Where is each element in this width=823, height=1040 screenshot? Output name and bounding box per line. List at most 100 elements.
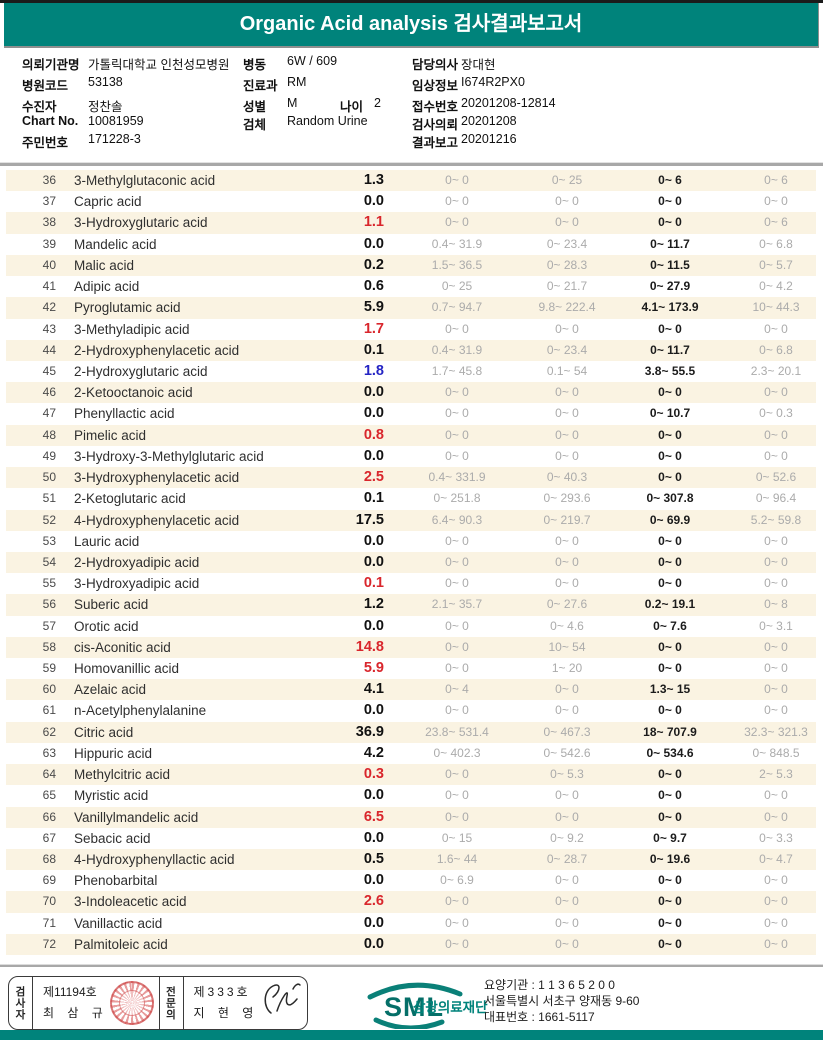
ref-range-4: 0~ 0.3 xyxy=(759,406,793,421)
result-value: 0.6 xyxy=(363,278,384,295)
table-row: 48 Pimelic acid 0.8 0~ 0 0~ 0 0~ 0 0~ 0 xyxy=(6,424,816,446)
ref-range-3: 0~ 0 xyxy=(658,554,682,569)
ref-range-1: 1.6~ 44 xyxy=(436,852,478,866)
ref-range-2: 0~ 23.4 xyxy=(546,342,588,357)
ref-range-3: 0~ 534.6 xyxy=(646,745,694,760)
row-number: 51 xyxy=(42,491,56,506)
analyte-name: 3-Hydroxyphenylacetic acid xyxy=(74,470,240,486)
row-number: 41 xyxy=(42,279,56,294)
chart-no-label: Chart No. xyxy=(22,114,79,128)
ref-range-3: 0~ 0 xyxy=(658,470,682,485)
sex-label: 성별 xyxy=(241,96,267,115)
row-number: 39 xyxy=(42,236,56,251)
row-number: 69 xyxy=(42,873,56,888)
ref-range-4: 0~ 0 xyxy=(764,194,788,209)
ref-range-2: 0~ 0 xyxy=(555,533,579,548)
ref-range-4: 0~ 0 xyxy=(764,873,788,888)
result-value: 0.0 xyxy=(363,787,384,804)
examiner-seal-stamp xyxy=(109,981,154,1025)
table-row: 46 2-Ketooctanoic acid 0.0 0~ 0 0~ 0 0~ … xyxy=(6,382,816,404)
table-row: 58 cis-Aconitic acid 14.8 0~ 0 10~ 54 0~… xyxy=(6,636,816,659)
ref-range-3: 0~ 6 xyxy=(658,173,682,187)
result-value: 0.0 xyxy=(363,405,384,422)
row-number: 40 xyxy=(42,257,56,272)
row-number: 58 xyxy=(42,639,56,654)
row-number: 56 xyxy=(42,597,56,612)
row-number: 37 xyxy=(42,194,56,209)
table-row: 66 Vanillylmandelic acid 6.5 0~ 0 0~ 0 0… xyxy=(6,806,816,828)
ref-range-2: 0~ 293.6 xyxy=(543,491,591,506)
ref-range-2: 0~ 0 xyxy=(555,215,579,230)
result-value: 17.5 xyxy=(355,511,384,528)
row-number: 42 xyxy=(42,300,56,315)
row-number: 38 xyxy=(42,215,56,230)
analyte-name: 2-Hydroxyglutaric acid xyxy=(74,363,208,379)
sex-value: M xyxy=(287,96,298,110)
table-row: 72 Palmitoleic acid 0.0 0~ 0 0~ 0 0~ 0 0… xyxy=(6,933,816,956)
hospital-code-label: 병원코드 xyxy=(22,79,69,93)
ref-range-3: 0~ 0 xyxy=(658,448,682,463)
ref-range-3: 0~ 0 xyxy=(658,533,682,548)
sml-org-name: 삼광의료재단 xyxy=(413,1000,488,1015)
row-number: 46 xyxy=(42,385,56,400)
row-number: 72 xyxy=(42,936,56,951)
ref-range-3: 0~ 307.8 xyxy=(646,491,694,506)
bottom-border-bar xyxy=(0,1030,823,1040)
ref-range-1: 0~ 4 xyxy=(445,682,469,697)
table-row: 52 4-Hydroxyphenylacetic acid 17.5 6.4~ … xyxy=(6,509,816,531)
ref-range-2: 0~ 5.3 xyxy=(550,767,584,782)
ward-value: 6W / 609 xyxy=(287,54,338,68)
result-value: 2.5 xyxy=(363,469,384,486)
analyte-name: Phenyllactic acid xyxy=(74,406,175,422)
ref-range-4: 0~ 0 xyxy=(764,682,788,697)
ref-range-1: 0.4~ 31.9 xyxy=(431,342,483,357)
ref-range-2: 0~ 0 xyxy=(555,682,579,697)
chart-no-value: 10081959 xyxy=(88,114,144,128)
result-value: 0.1 xyxy=(363,575,384,592)
table-row: 61 n-Acetylphenylalanine 0.0 0~ 0 0~ 0 0… xyxy=(6,700,816,722)
ref-range-1: 1.7~ 45.8 xyxy=(431,363,483,378)
ref-range-2: 0~ 28.7 xyxy=(546,852,588,866)
row-number: 70 xyxy=(42,894,56,909)
row-number: 68 xyxy=(42,852,56,866)
ref-range-3: 18~ 707.9 xyxy=(643,724,697,739)
ref-range-4: 0~ 6.8 xyxy=(759,236,793,251)
row-number: 44 xyxy=(42,342,56,357)
table-row: 53 Lauric acid 0.0 0~ 0 0~ 0 0~ 0 0~ 0 xyxy=(6,530,816,552)
report-title: Organic Acid analysis 검사결과보고서 xyxy=(239,13,583,35)
ref-range-2: 0~ 9.2 xyxy=(550,830,584,845)
table-row: 47 Phenyllactic acid 0.0 0~ 0 0~ 0 0~ 10… xyxy=(6,403,816,425)
ref-range-3: 0~ 0 xyxy=(658,788,682,803)
analyte-name: Citric acid xyxy=(74,724,134,740)
patient-info-section: 의뢰기관명 가톨릭대학교 인천성모병원 병원코드 53138 수진자 정찬솔 C… xyxy=(0,50,823,162)
analyte-name: 4-Hydroxyphenyllactic acid xyxy=(74,852,235,867)
ref-range-3: 0~ 0 xyxy=(658,576,682,591)
ref-range-3: 0~ 0 xyxy=(658,321,682,336)
analyte-name: Malic acid xyxy=(74,257,135,273)
ref-range-1: 0~ 0 xyxy=(445,194,469,209)
ref-range-4: 0~ 0 xyxy=(764,576,788,591)
ref-range-1: 0~ 0 xyxy=(445,321,469,336)
table-row: 64 Methylcitric acid 0.3 0~ 0 0~ 5.3 0~ … xyxy=(6,764,816,786)
specialist-cell: 제333호 지 현 영 xyxy=(184,977,308,1029)
doctor-value: 장대현 xyxy=(461,58,496,72)
ref-range-3: 0~ 0 xyxy=(658,703,682,718)
row-number: 36 xyxy=(42,173,56,187)
ref-range-1: 0~ 6.9 xyxy=(440,873,474,888)
analyte-name: 2-Hydroxyphenylacetic acid xyxy=(74,342,240,358)
result-value: 0.0 xyxy=(363,702,384,719)
row-number: 71 xyxy=(42,915,56,930)
ref-range-2: 0~ 25 xyxy=(551,173,583,187)
row-number: 57 xyxy=(42,618,56,633)
ref-range-1: 0~ 0 xyxy=(445,533,469,548)
table-row: 36 3-Methylglutaconic acid 1.3 0~ 0 0~ 2… xyxy=(6,170,816,192)
table-row: 56 Suberic acid 1.2 2.1~ 35.7 0~ 27.6 0.… xyxy=(6,594,816,616)
analyte-name: Azelaic acid xyxy=(74,682,147,698)
table-row: 62 Citric acid 36.9 23.8~ 531.4 0~ 467.3… xyxy=(6,721,816,743)
ref-range-4: 2~ 5.3 xyxy=(759,767,793,782)
ward-label: 병동 xyxy=(241,54,267,73)
row-number: 49 xyxy=(42,448,56,463)
row-number: 50 xyxy=(42,470,56,485)
ref-range-4: 0~ 848.5 xyxy=(752,745,800,760)
analyte-name: Vanillylmandelic acid xyxy=(74,809,199,825)
